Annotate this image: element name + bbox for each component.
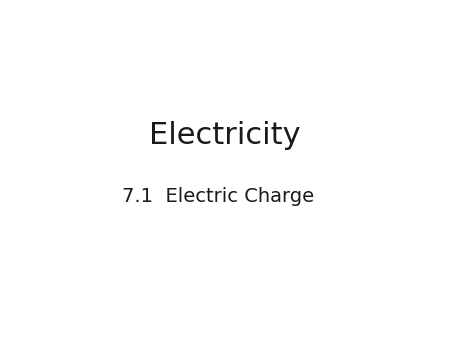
Text: Electricity: Electricity [149, 121, 301, 150]
Text: 7.1  Electric Charge: 7.1 Electric Charge [122, 187, 314, 206]
